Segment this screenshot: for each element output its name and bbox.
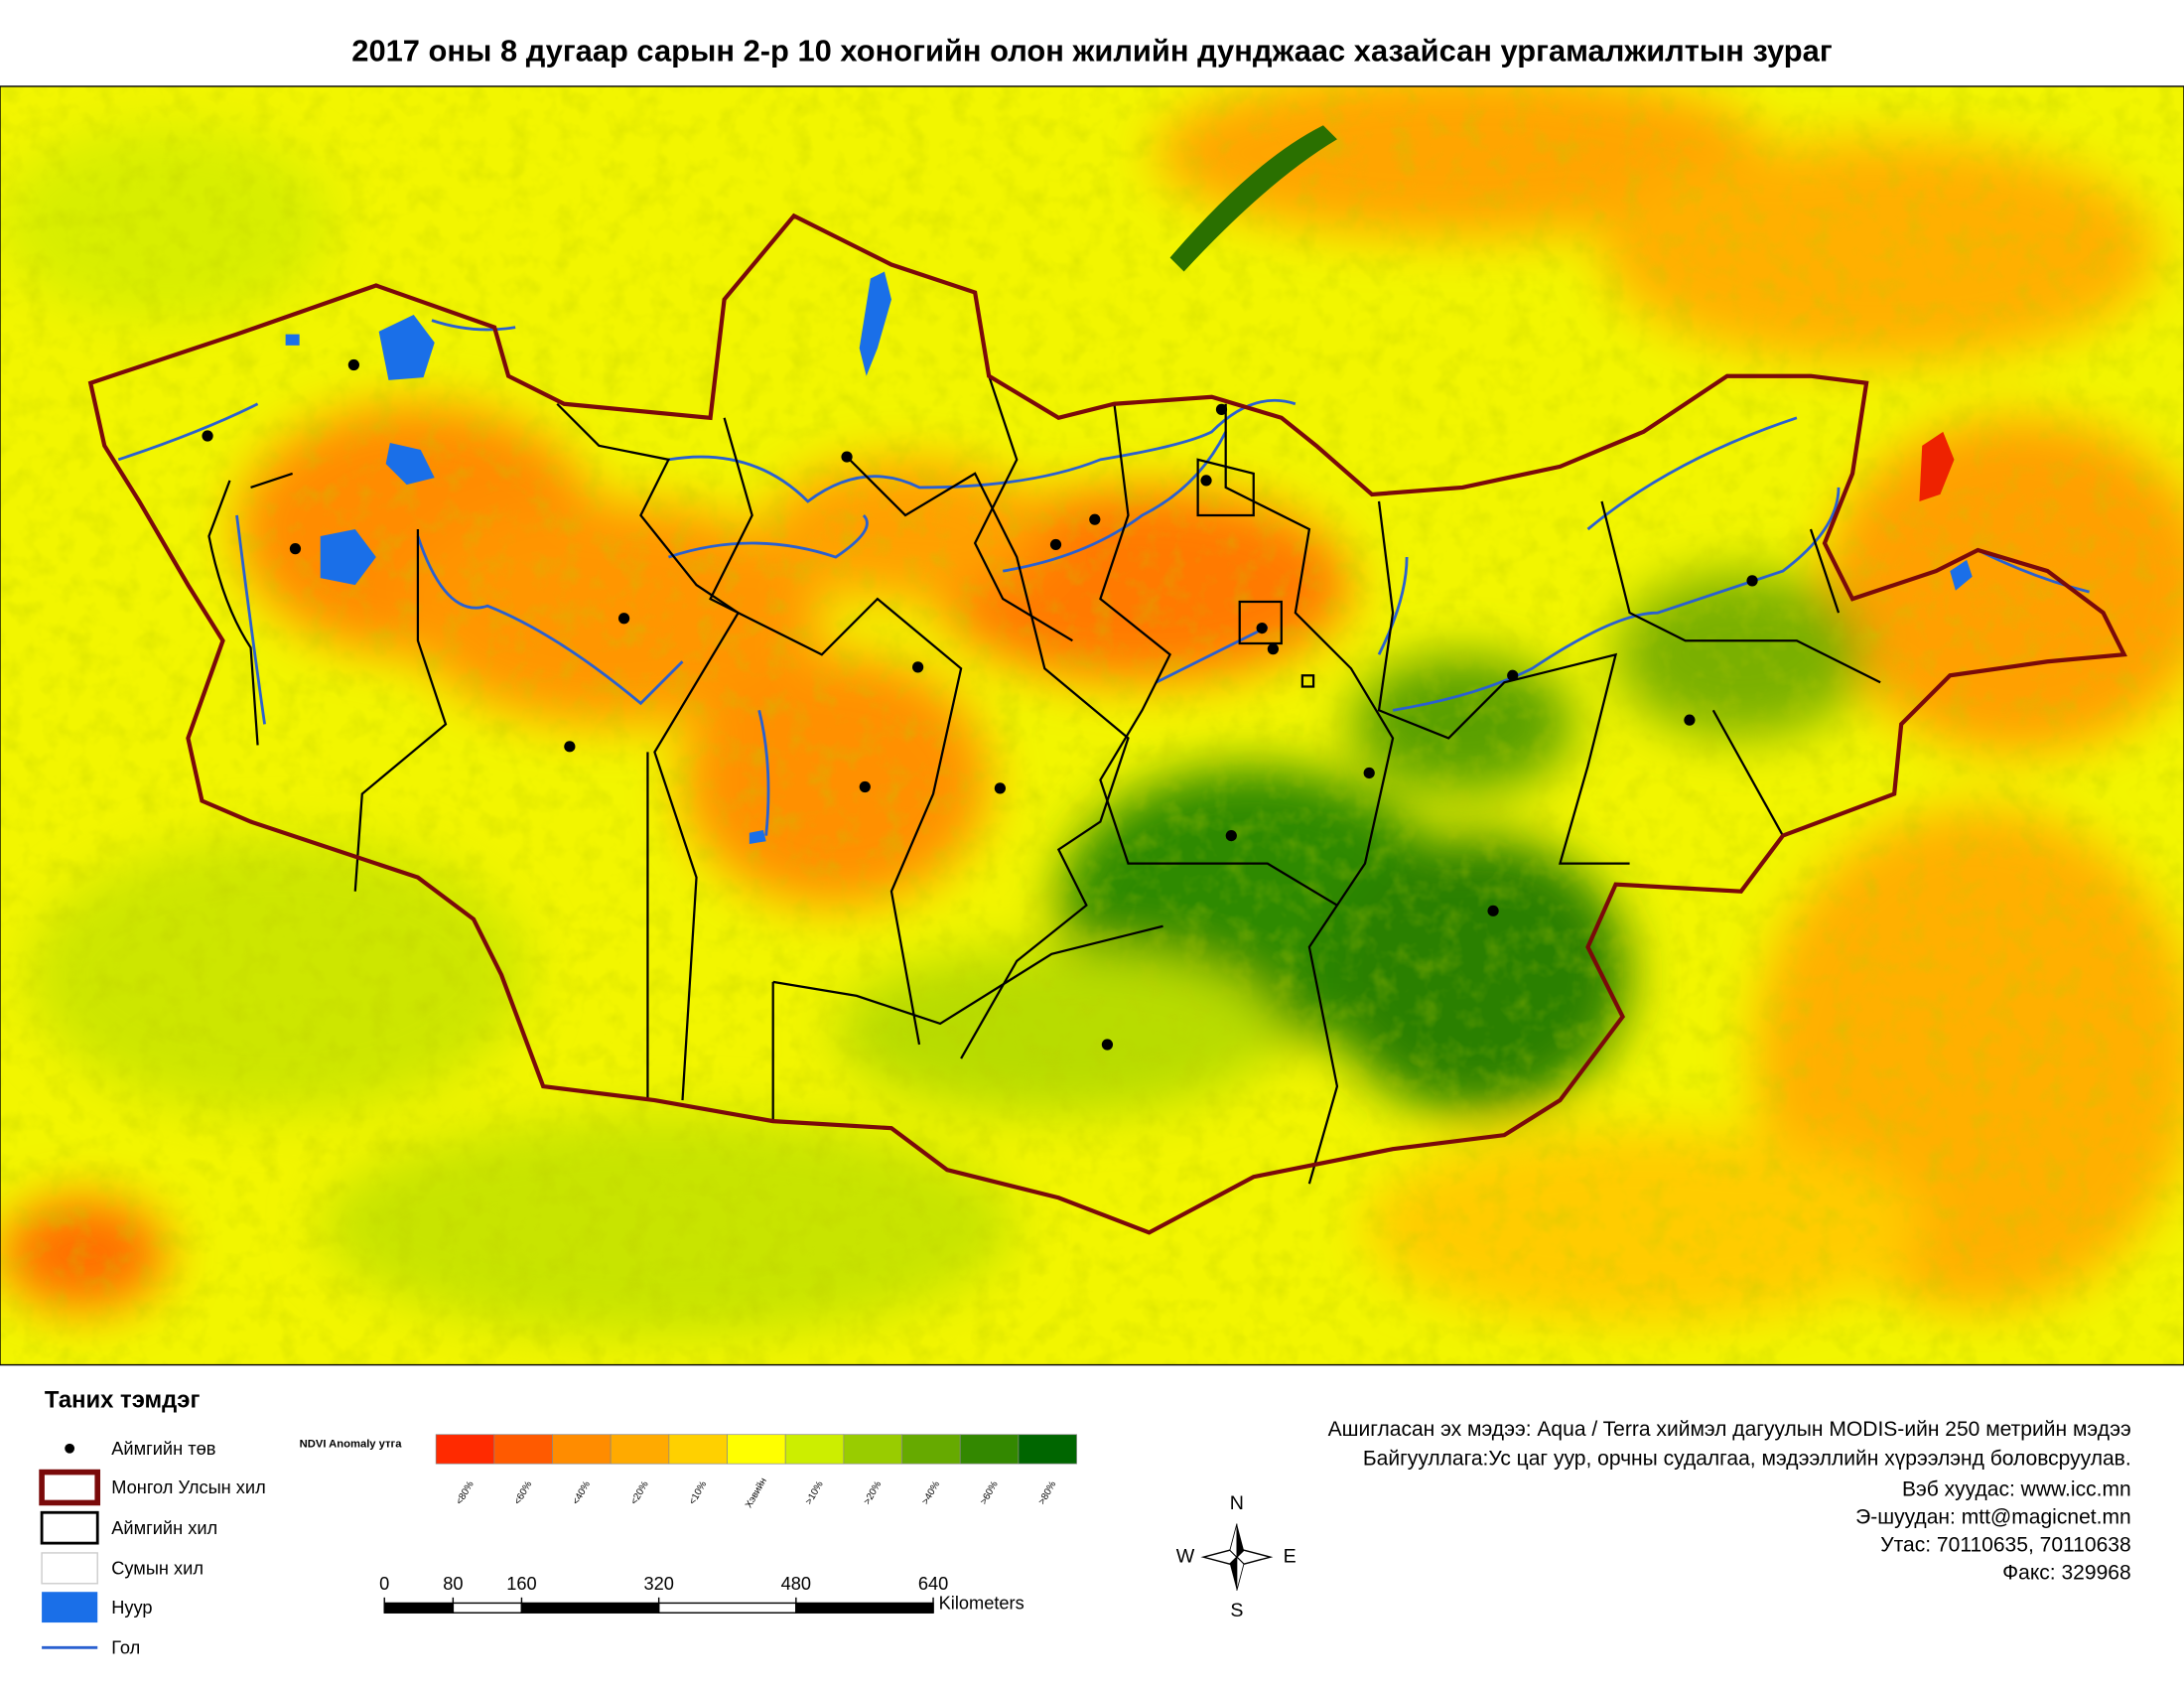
legend-dot [65, 1443, 75, 1454]
legend-label: Монгол Улсын хил [111, 1477, 266, 1497]
info-line: Э-шуудан: mtt@magicnet.mn [1855, 1505, 2131, 1528]
ndvi-class [843, 1434, 902, 1465]
legend-title: Таних тэмдэг [45, 1386, 201, 1413]
ndvi-class [959, 1434, 1020, 1465]
legend-symbols [39, 1443, 101, 1649]
hotspot [1919, 431, 1955, 501]
ndvi-class [435, 1434, 495, 1465]
legend-label: Гол [111, 1637, 140, 1658]
national-border [87, 212, 2127, 1235]
info-line: Вэб хуудас: www.icc.mn [1902, 1477, 2131, 1500]
ndvi-class [493, 1434, 553, 1465]
info-line: Байгууллага:Ус цаг уур, орчны судалгаа, … [1363, 1448, 2131, 1471]
scale-segment [383, 1602, 455, 1614]
ndvi-title: NDVI Anomaly утга [300, 1439, 403, 1451]
scale-segment [452, 1602, 523, 1614]
texture [0, 85, 2184, 1365]
compass-w: W [1176, 1545, 1195, 1567]
rivers [117, 319, 2090, 836]
scale-unit: Kilometers [939, 1593, 1024, 1614]
info-line: Ашигласан эх мэдээ: Aqua / Terra хиймэл … [1328, 1418, 2131, 1441]
map-outline [0, 85, 2184, 1366]
scale-tick-label: 80 [443, 1573, 463, 1594]
lakes [285, 271, 1973, 844]
province-centers [202, 358, 1758, 1051]
map-title: 2017 оны 8 дугаар сарын 2-р 10 хоногийн … [351, 33, 1833, 68]
scale-segment [520, 1602, 660, 1614]
compass-e: E [1284, 1545, 1297, 1567]
ndvi-class [668, 1434, 728, 1465]
scale-tick-label: 0 [379, 1573, 389, 1594]
ndvi-class [1018, 1434, 1077, 1465]
legend-soum [41, 1552, 98, 1585]
scale-segment [657, 1602, 797, 1614]
legend-country [39, 1469, 101, 1506]
map-frame [0, 85, 2184, 1365]
legend-label: Аймгийн хил [111, 1517, 217, 1538]
ndvi-class [784, 1434, 845, 1465]
lake-baikal [1169, 125, 1337, 272]
scale-tick-label: 480 [781, 1573, 811, 1594]
ndvi-class [552, 1434, 612, 1465]
legend-lake [42, 1592, 98, 1623]
ndvi-class [727, 1434, 786, 1465]
compass-s: S [1230, 1600, 1243, 1621]
province-borders [207, 375, 1881, 1185]
legend-label: Сумын хил [111, 1558, 204, 1579]
scale-tick-label: 640 [918, 1573, 948, 1594]
ndvi-class [610, 1434, 670, 1465]
legend-province [40, 1510, 99, 1545]
info-block: Ашигласан эх мэдээ: Aqua / Terra хиймэл … [1328, 1418, 2131, 1584]
scale-tick-label: 160 [506, 1573, 536, 1594]
legend-label: Нуур [111, 1597, 152, 1618]
scale-tick-label: 320 [643, 1573, 673, 1594]
scale-segment [795, 1602, 934, 1614]
info-line: Утас: 70110635, 70110638 [1880, 1533, 2130, 1556]
compass-n: N [1230, 1492, 1244, 1514]
compass [1200, 1523, 1274, 1591]
ndvi-class [901, 1434, 961, 1465]
legend-label: Аймгийн төв [111, 1438, 215, 1459]
info-line: Факс: 329968 [2002, 1562, 2131, 1585]
